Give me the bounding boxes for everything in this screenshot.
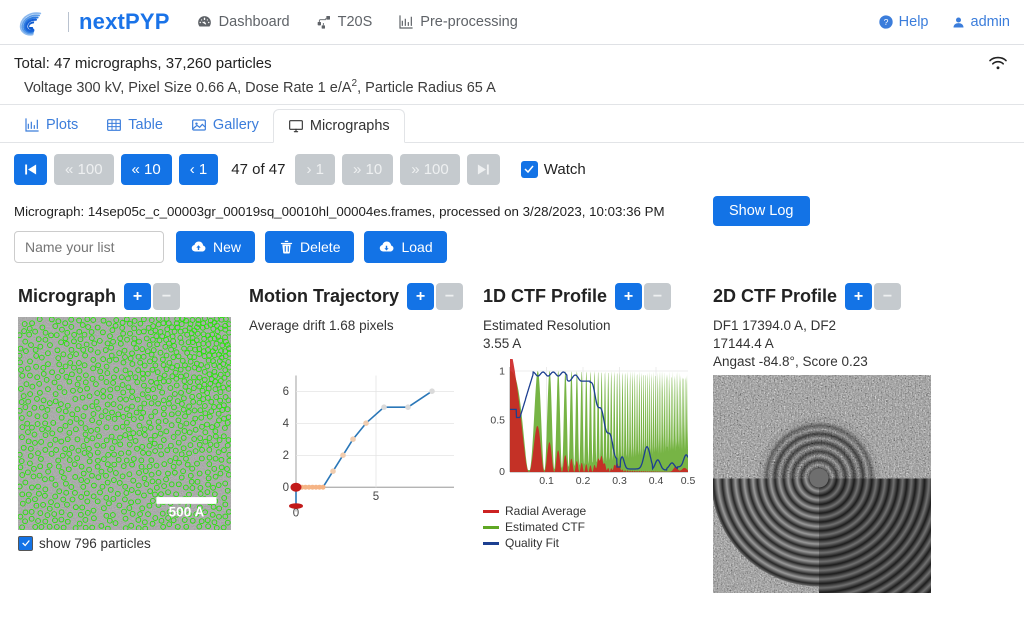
svg-text:0: 0	[293, 508, 299, 520]
svg-text:0.5: 0.5	[490, 415, 505, 427]
svg-text:6: 6	[283, 386, 289, 398]
svg-text:0: 0	[499, 466, 505, 478]
svg-text:0.4: 0.4	[649, 475, 664, 487]
svg-text:5: 5	[373, 491, 379, 503]
svg-text:500 A: 500 A	[169, 504, 205, 519]
svg-text:0.1: 0.1	[539, 475, 554, 487]
svg-text:1: 1	[499, 366, 505, 378]
svg-text:0.2: 0.2	[576, 475, 591, 487]
svg-text:4: 4	[283, 418, 290, 430]
svg-text:0.3: 0.3	[612, 475, 627, 487]
svg-text:2: 2	[283, 450, 289, 462]
svg-text:?: ?	[883, 17, 888, 27]
svg-text:0: 0	[283, 482, 289, 494]
svg-text:0.5: 0.5	[681, 475, 696, 487]
